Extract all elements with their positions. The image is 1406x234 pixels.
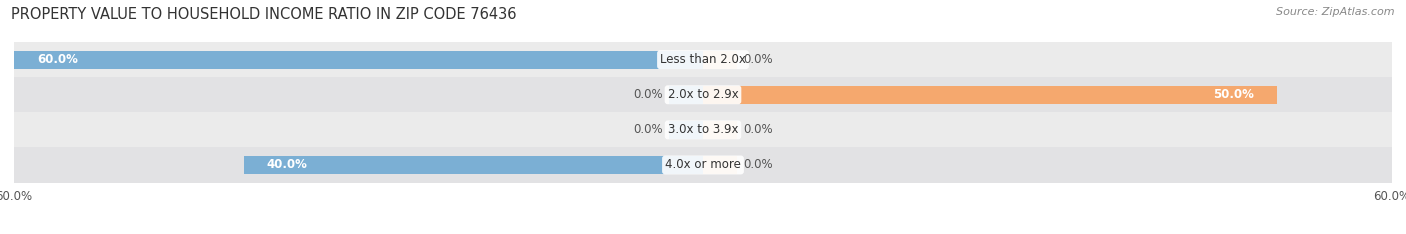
Text: 40.0%: 40.0% <box>267 158 308 172</box>
Bar <box>703 121 738 139</box>
Bar <box>14 51 703 69</box>
Bar <box>14 112 1392 147</box>
Bar <box>703 86 1277 104</box>
Bar <box>703 156 738 174</box>
Text: 0.0%: 0.0% <box>633 123 662 136</box>
Bar <box>669 86 703 104</box>
Text: 60.0%: 60.0% <box>37 53 77 66</box>
Text: Less than 2.0x: Less than 2.0x <box>659 53 747 66</box>
Text: 4.0x or more: 4.0x or more <box>665 158 741 172</box>
Bar <box>243 156 703 174</box>
Text: 3.0x to 3.9x: 3.0x to 3.9x <box>668 123 738 136</box>
Bar <box>14 77 1392 112</box>
Bar <box>14 147 1392 183</box>
Bar <box>703 51 738 69</box>
Text: 0.0%: 0.0% <box>744 123 773 136</box>
Text: 2.0x to 2.9x: 2.0x to 2.9x <box>668 88 738 101</box>
Text: 0.0%: 0.0% <box>744 53 773 66</box>
Text: Source: ZipAtlas.com: Source: ZipAtlas.com <box>1277 7 1395 17</box>
Bar <box>14 42 1392 77</box>
Text: 50.0%: 50.0% <box>1213 88 1254 101</box>
Text: 0.0%: 0.0% <box>633 88 662 101</box>
Text: PROPERTY VALUE TO HOUSEHOLD INCOME RATIO IN ZIP CODE 76436: PROPERTY VALUE TO HOUSEHOLD INCOME RATIO… <box>11 7 517 22</box>
Text: 0.0%: 0.0% <box>744 158 773 172</box>
Bar <box>669 121 703 139</box>
